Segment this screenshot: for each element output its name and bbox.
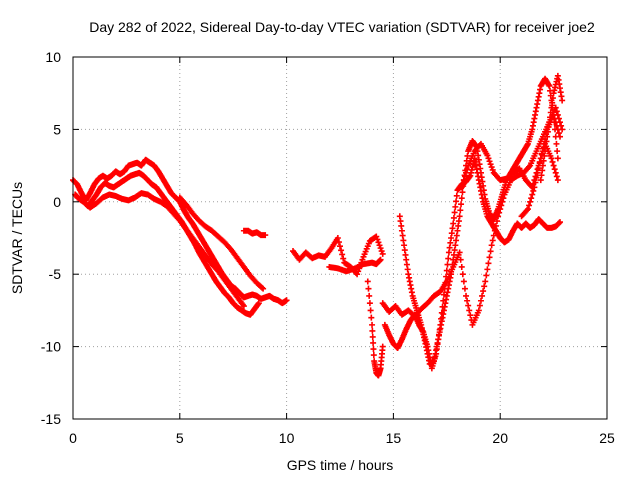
y-tick-label: -15 bbox=[41, 411, 61, 427]
series-track-d bbox=[176, 194, 267, 292]
data-point-markers bbox=[326, 256, 384, 275]
y-tick-label: -10 bbox=[41, 339, 61, 355]
y-tick-label: -5 bbox=[49, 266, 62, 282]
x-tick-label: 10 bbox=[279, 430, 295, 446]
series-track-c bbox=[74, 190, 247, 310]
series-track-g bbox=[326, 256, 384, 275]
series-track-n bbox=[537, 72, 566, 184]
data-point-markers bbox=[537, 72, 566, 184]
y-tick-label: 10 bbox=[45, 49, 61, 65]
data-point-markers bbox=[240, 227, 269, 239]
data-point-markers bbox=[176, 194, 267, 292]
plot-frame bbox=[72, 56, 608, 420]
data-points bbox=[70, 72, 566, 379]
y-tick-label: 5 bbox=[53, 121, 61, 137]
data-point-markers bbox=[364, 278, 386, 379]
x-axis-label: GPS time / hours bbox=[287, 457, 394, 473]
x-tick-label: 20 bbox=[492, 430, 508, 446]
y-tick-label: 0 bbox=[53, 194, 61, 210]
chart-title: Day 282 of 2022, Sidereal Day-to-day VTE… bbox=[89, 19, 595, 35]
x-tick-label: 5 bbox=[176, 430, 184, 446]
data-point-markers bbox=[74, 190, 247, 310]
series-track-h bbox=[364, 278, 386, 379]
x-tick-label: 0 bbox=[69, 430, 77, 446]
y-axis-label: SDTVAR / TECUs bbox=[9, 182, 25, 294]
x-tick-label: 25 bbox=[599, 430, 615, 446]
x-tick-label: 15 bbox=[386, 430, 402, 446]
series-track-e bbox=[240, 227, 269, 239]
axis-ticks: 0 5 10 15 20 25 -15 -10 -5 0 5 10 bbox=[41, 49, 615, 446]
